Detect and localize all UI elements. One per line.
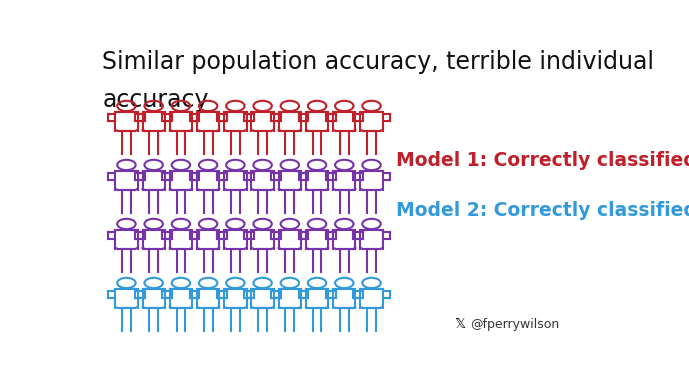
- Text: Similar population accuracy, terrible individual: Similar population accuracy, terrible in…: [102, 50, 654, 74]
- Text: Model 2: Correctly classified: Model 2: Correctly classified: [395, 201, 689, 220]
- Text: accuracy: accuracy: [102, 88, 209, 113]
- Text: @fperrywilson: @fperrywilson: [471, 318, 560, 331]
- Text: Model 1: Correctly classified: Model 1: Correctly classified: [395, 151, 689, 170]
- Text: 𝕏: 𝕏: [454, 317, 465, 331]
